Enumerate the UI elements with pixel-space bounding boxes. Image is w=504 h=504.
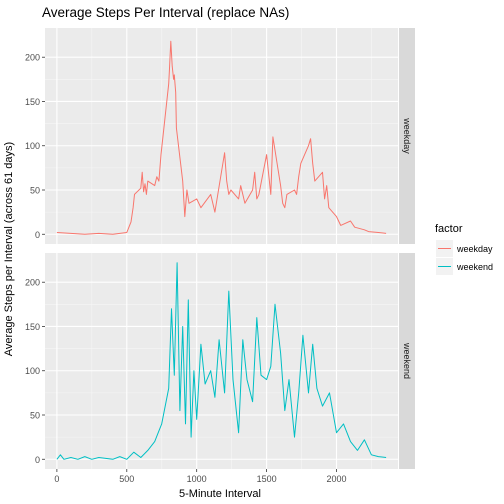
panel-background — [45, 28, 398, 244]
y-tick-label: 200 — [25, 278, 40, 288]
x-axis-label: 5-Minute Interval — [179, 488, 261, 500]
y-tick-label: 150 — [25, 97, 40, 107]
facet-strip — [399, 253, 415, 469]
panels-group: 0 50 100 150 200 weekday 0 50 100 150 200 weekend 0 5… — [25, 28, 415, 484]
y-tick-label: 0 — [35, 455, 40, 465]
x-tick-label: 500 — [119, 474, 134, 484]
y-tick-label: 100 — [25, 366, 40, 376]
series-line-weekend — [56, 262, 387, 460]
y-tick-label: 200 — [25, 53, 40, 63]
y-tick-label: 50 — [30, 186, 40, 196]
x-tick-label: 1500 — [257, 474, 277, 484]
chart-title: Average Steps Per Interval (replace NAs) — [42, 5, 289, 20]
panel-weekend: 0 50 100 150 200 weekend — [25, 253, 415, 469]
x-tick-label: 1000 — [187, 474, 207, 484]
y-tick-label: 100 — [25, 141, 40, 151]
x-tick-label: 0 — [54, 474, 59, 484]
legend: factor weekday weekend — [435, 223, 493, 275]
y-tick-label: 0 — [35, 230, 40, 240]
x-tick-label: 2000 — [326, 474, 346, 484]
facet-strip-label: weekday — [402, 117, 412, 154]
legend-label-weekend: weekend — [456, 262, 493, 272]
y-axis-label: Average Steps per Interval (across 61 da… — [3, 142, 15, 356]
y-tick-label: 150 — [25, 322, 40, 332]
facet-strip-label: weekend — [402, 342, 412, 379]
series-line-weekday — [56, 40, 387, 235]
legend-title: factor — [435, 223, 463, 235]
facet-strip — [399, 28, 415, 244]
y-tick-label: 50 — [30, 411, 40, 421]
panel-weekday: 0 50 100 150 200 weekday — [25, 28, 415, 244]
legend-label-weekday: weekday — [456, 244, 493, 254]
